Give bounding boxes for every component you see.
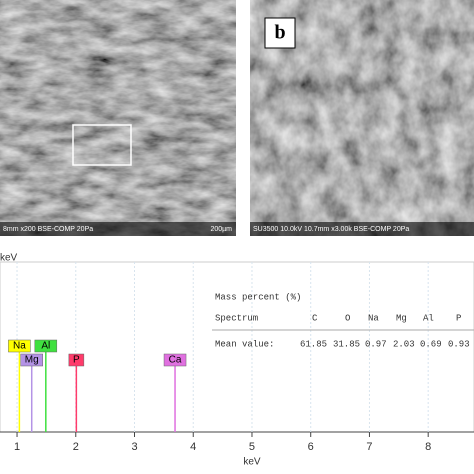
x-tick-label: 2 [73, 441, 79, 453]
table-cell: 0.69 [420, 339, 442, 349]
caption: 8mm x200 BSE-COMP 20Pa [3, 226, 93, 233]
table-header: Mg [396, 313, 407, 323]
x-tick-label: 6 [308, 441, 314, 453]
panel-label: b [274, 22, 285, 44]
zoom-box [72, 124, 132, 166]
peak-label-box [34, 339, 58, 353]
x-axis-label: keV [243, 457, 261, 468]
peak-label-box [8, 339, 31, 353]
x-tick-label: 8 [425, 441, 431, 453]
table-header: Na [368, 313, 379, 323]
table-cell: 61.85 [300, 339, 327, 349]
table-cell: 0.97 [365, 339, 387, 349]
peak-label: P [73, 355, 80, 366]
table-cell: 31.85 [333, 339, 360, 349]
peak-label-box [20, 353, 43, 367]
peak-label-box [68, 353, 85, 367]
peak-label: Al [41, 341, 50, 352]
table-header: Al [423, 313, 434, 323]
scale-label: 200µm [210, 226, 232, 233]
table-header: P [456, 313, 461, 323]
table-cell: Mean value: [215, 339, 274, 349]
table-title: Mass percent (%) [215, 292, 301, 302]
peak-label: Mg [25, 355, 39, 366]
peak-label: Ca [169, 355, 182, 366]
table-cell: 2.03 [393, 339, 415, 349]
table-header: C [312, 313, 318, 323]
x-tick-label: 5 [249, 441, 255, 453]
x-tick-label: 7 [366, 441, 372, 453]
table-cell: 0.93 [448, 339, 470, 349]
x-tick-label: 1 [14, 441, 20, 453]
x-tick-label: 3 [131, 441, 137, 453]
caption: SU3500 10.0kV 10.7mm x3.00k BSE-COMP 20P… [253, 226, 409, 233]
table-header: O [345, 313, 350, 323]
sem-image-a: 8mm x200 BSE-COMP 20Pa 200µm [0, 0, 236, 236]
table-header: Spectrum [215, 313, 258, 323]
sem-image-b: b SU3500 10.0kV 10.7mm x3.00k BSE-COMP 2… [250, 0, 474, 236]
peak-label-box [163, 353, 187, 367]
y-axis-label: keV [0, 253, 18, 264]
x-tick-label: 4 [190, 441, 196, 453]
peak-label: Na [13, 341, 26, 352]
